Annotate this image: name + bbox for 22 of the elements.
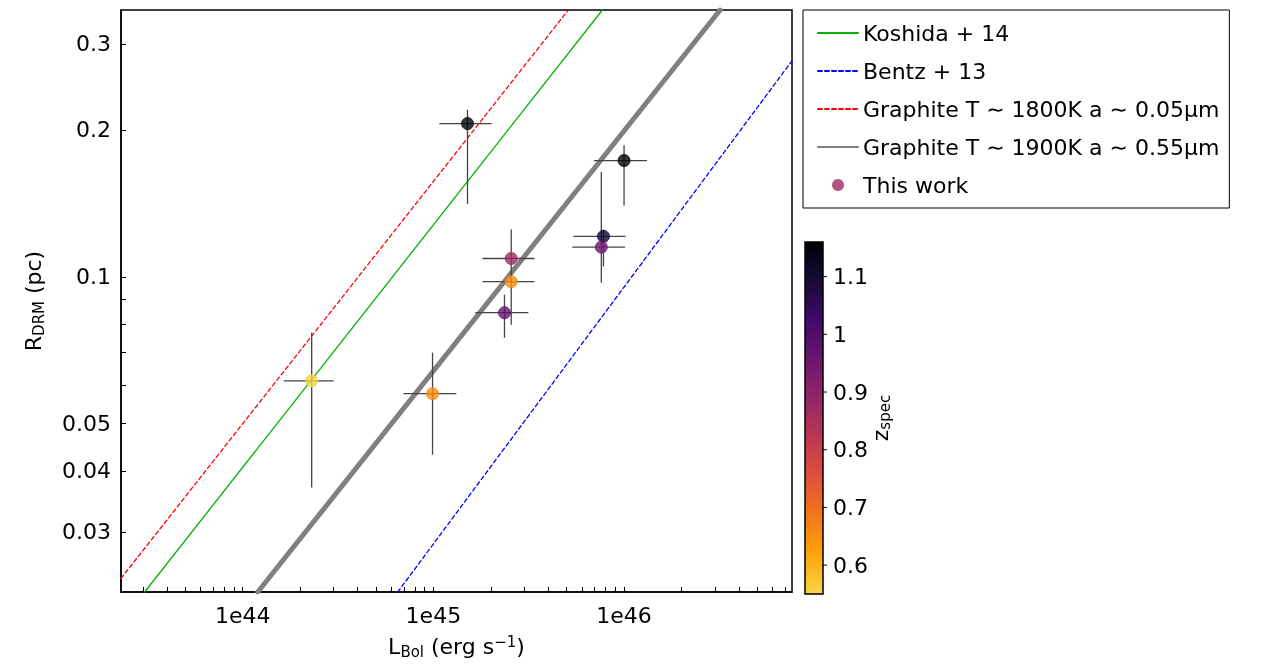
x-tick-label: 1e44 bbox=[214, 602, 271, 628]
y-tick-label: 0.03 bbox=[62, 519, 111, 545]
color-bar-title: zspec bbox=[867, 394, 894, 442]
y-axis-title: RDRM (pc) bbox=[21, 250, 48, 352]
color-bar-label: 0.8 bbox=[833, 437, 868, 463]
y-tick-label: 0.3 bbox=[76, 31, 111, 57]
color-bar-label: 1.1 bbox=[833, 264, 868, 290]
color-bar-label: 0.6 bbox=[833, 552, 868, 578]
y-tick-label: 0.05 bbox=[62, 411, 111, 437]
y-tick-label: 0.2 bbox=[76, 117, 111, 143]
legend-label: Bentz + 13 bbox=[863, 58, 987, 84]
x-tick-label: 1e45 bbox=[405, 602, 462, 628]
color-bar-label: 0.7 bbox=[833, 494, 868, 520]
color-bar-label: 0.9 bbox=[833, 379, 868, 405]
x-tick-label: 1e46 bbox=[596, 602, 652, 628]
y-tick-label: 0.1 bbox=[76, 264, 111, 290]
legend-label: This work bbox=[862, 172, 969, 198]
y-tick-label: 0.04 bbox=[62, 458, 111, 484]
legend-label: Koshida + 14 bbox=[863, 20, 1010, 46]
color-bar-label: 1 bbox=[833, 321, 847, 347]
legend-label: Graphite T ∼ 1800K a ∼ 0.05μm bbox=[863, 96, 1220, 122]
legend-label: Graphite T ∼ 1900K a ∼ 0.55μm bbox=[863, 134, 1220, 160]
